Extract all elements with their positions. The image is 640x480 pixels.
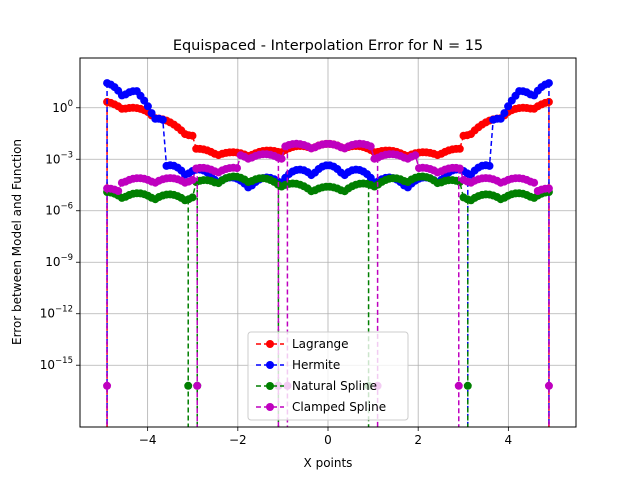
data-point: [544, 381, 553, 390]
y-tick-label: 10−12: [40, 305, 73, 321]
x-axis-label: X points: [304, 456, 353, 470]
y-tick-label: 10−9: [45, 253, 73, 269]
grid-lines: [80, 58, 576, 427]
legend-swatch-marker: [266, 382, 274, 390]
x-tick-label: 2: [414, 433, 422, 447]
data-point: [463, 381, 472, 390]
x-tick-label: −4: [139, 433, 157, 447]
data-point: [411, 151, 420, 160]
legend-entry: Lagrange: [256, 337, 349, 351]
data-point: [530, 178, 539, 187]
y-tick-label: 10−6: [45, 202, 73, 218]
legend-swatch-marker: [266, 361, 274, 369]
data-point: [455, 144, 464, 153]
x-tick-label: 4: [505, 433, 513, 447]
data-point: [103, 381, 112, 390]
data-point: [544, 184, 553, 193]
legend-label: Natural Spline: [292, 379, 377, 393]
data-point: [114, 187, 123, 195]
legend-box: [247, 331, 409, 421]
y-axis: 100 10−3 10−6 10−9 10−12 10−15: [40, 99, 80, 372]
data-point: [496, 114, 505, 123]
legend-swatch-marker: [266, 403, 274, 411]
x-tick-label: 0: [324, 433, 332, 447]
data-point: [233, 164, 241, 173]
data-point: [544, 79, 553, 88]
data-point: [485, 161, 494, 170]
y-axis-label: Error between Model and Function: [10, 139, 24, 345]
x-tick-label: −2: [229, 433, 247, 447]
data-point: [184, 381, 193, 390]
data-point: [455, 164, 464, 173]
legend-entry: Natural Spline: [256, 379, 377, 393]
data-point: [143, 102, 152, 111]
series-natural-spline: [103, 172, 553, 427]
series-layer: [103, 79, 553, 427]
y-tick-label: 10−3: [45, 150, 73, 166]
data-point: [500, 109, 509, 118]
data-point: [188, 193, 197, 202]
y-tick-label: 100: [52, 99, 73, 115]
legend-label: Hermite: [292, 358, 340, 372]
data-point: [454, 381, 463, 390]
data-point: [188, 175, 197, 184]
legend-entry: Hermite: [256, 358, 340, 372]
legend-label: Lagrange: [292, 337, 349, 351]
chart-title: Equispaced - Interpolation Error for N =…: [173, 38, 483, 54]
data-point: [193, 381, 202, 390]
data-point: [140, 96, 149, 105]
data-point: [188, 131, 197, 140]
x-axis: −4 −2 0 2 4: [139, 427, 512, 447]
legend-swatch-marker: [266, 340, 274, 348]
y-tick-label: 10−15: [40, 356, 73, 372]
data-point: [158, 115, 167, 124]
legend-label: Clamped Spline: [292, 400, 386, 414]
legend-entry: Clamped Spline: [256, 400, 386, 414]
data-point: [277, 154, 286, 163]
legend: Lagrange Hermite Natural Spline Clamped Spl…: [247, 331, 409, 421]
data-point: [504, 102, 513, 111]
data-point: [147, 109, 156, 118]
data-point: [366, 142, 375, 151]
